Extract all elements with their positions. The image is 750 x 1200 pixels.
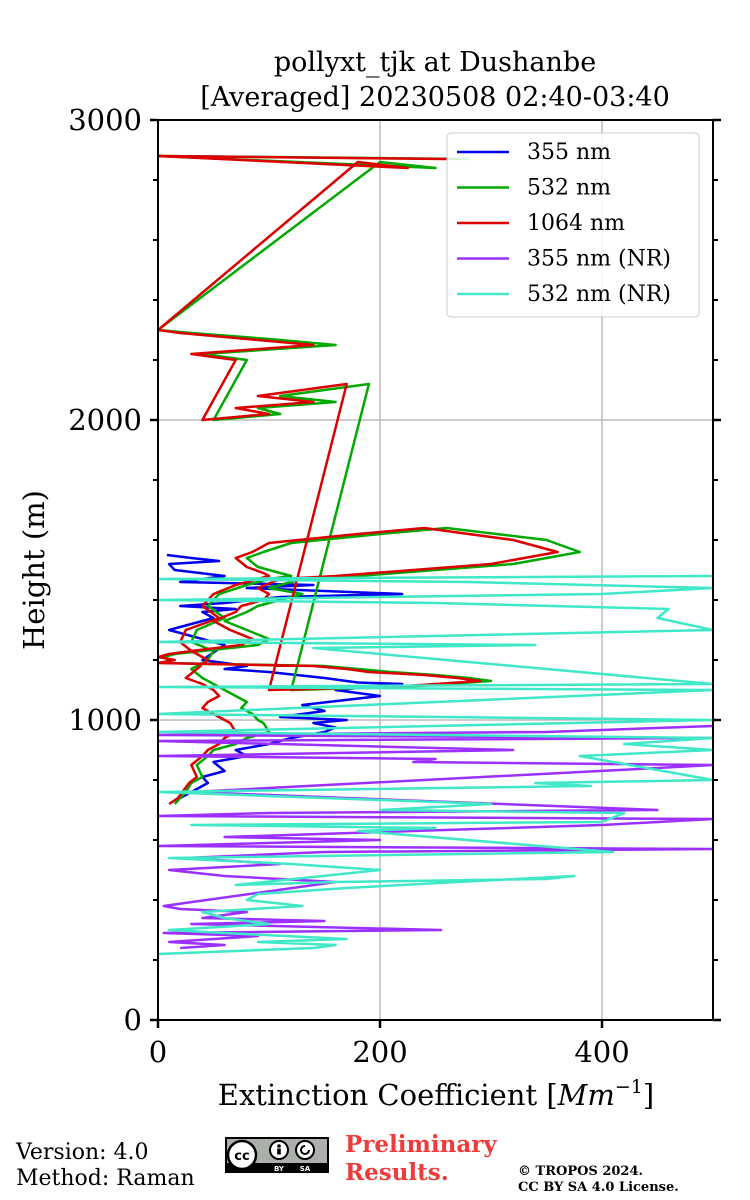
footer-meta: Version: 4.0 Method: Raman: [16, 1140, 195, 1192]
preliminary-line-1: Preliminary: [345, 1131, 497, 1158]
series-line-5: [158, 574, 713, 956]
x-axis-label: Extinction Coefficient [Mm−1]: [218, 1076, 654, 1112]
method-text: Method: Raman: [16, 1166, 195, 1191]
legend-frame: [446, 132, 700, 318]
extinction-profile-chart: pollyxt_tjk at Dushanbe [Averaged] 20230…: [17, 47, 721, 1112]
y-tick-label: 2000: [68, 403, 142, 437]
copyright-line-2: CC BY SA 4.0 License.: [518, 1180, 679, 1195]
y-axis-label: Height (m): [17, 490, 51, 650]
legend-label: 355 nm (NR): [527, 247, 671, 272]
svg-text:cc: cc: [234, 1149, 249, 1164]
series-line-2: [158, 154, 582, 805]
preliminary-results-note: Preliminary Results.: [345, 1131, 497, 1187]
legend-label: 355 nm: [527, 140, 611, 165]
legend-label: 532 nm (NR): [527, 282, 671, 307]
y-tick-label: 0: [124, 1003, 142, 1037]
copyright-line-1: © TROPOS 2024.: [518, 1164, 644, 1179]
cc-by-sa-badge: cc BY SA: [225, 1137, 329, 1173]
preliminary-line-2: Results.: [345, 1159, 449, 1186]
series-line-1: [166, 553, 404, 800]
series-line-4: [158, 724, 713, 950]
svg-text:BY: BY: [274, 1165, 285, 1173]
series-line-3: [158, 154, 559, 806]
chart-title-line-2: [Averaged] 20230508 02:40-03:40: [200, 82, 670, 113]
axis-ticks: 0 1000 2000 3000 0 200 400: [68, 103, 721, 1069]
chart-title: pollyxt_tjk at Dushanbe [Averaged] 20230…: [200, 47, 670, 113]
x-tick-label: 0: [149, 1035, 167, 1069]
y-tick-label: 1000: [68, 703, 142, 737]
x-tick-label: 200: [352, 1035, 407, 1069]
x-tick-label: 400: [574, 1035, 629, 1069]
plot-frame: [157, 119, 714, 1021]
svg-text:SA: SA: [300, 1165, 311, 1173]
series-lines: [158, 154, 713, 956]
plot-area: [158, 154, 713, 956]
version-text: Version: 4.0: [16, 1140, 149, 1165]
legend-label: 532 nm: [527, 176, 611, 201]
legend-label: 1064 nm: [527, 211, 625, 236]
chart-title-line-1: pollyxt_tjk at Dushanbe: [274, 47, 596, 78]
legend: 355 nm 532 nm 1064 nm 355 nm (NR) 532 nm (NR…: [446, 132, 700, 318]
y-tick-label: 3000: [68, 103, 142, 137]
copyright-notice: © TROPOS 2024. CC BY SA 4.0 License.: [518, 1164, 679, 1196]
